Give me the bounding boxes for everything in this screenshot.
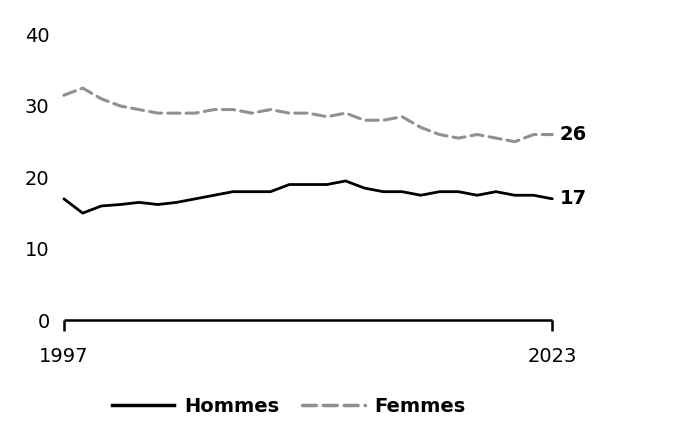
- Legend: Hommes, Femmes: Hommes, Femmes: [104, 389, 473, 424]
- Text: 17: 17: [560, 189, 587, 208]
- Text: 26: 26: [560, 125, 587, 144]
